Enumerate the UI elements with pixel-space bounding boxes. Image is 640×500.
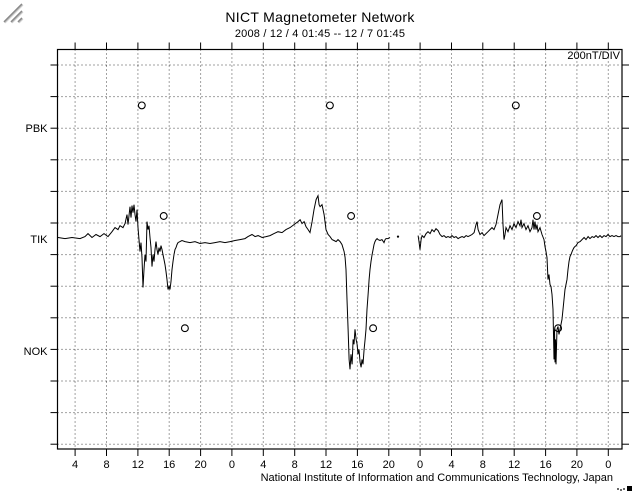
x-tick-label: 0 bbox=[229, 459, 235, 471]
x-tick-label: 8 bbox=[480, 459, 486, 471]
footer-artifact bbox=[617, 486, 632, 491]
magnetogram-trace bbox=[57, 193, 391, 370]
daily-circle-marker-nok bbox=[180, 324, 189, 333]
x-tick-label: 16 bbox=[351, 459, 363, 471]
x-tick-label: 0 bbox=[417, 459, 423, 471]
trace-isolated-point bbox=[396, 235, 400, 238]
x-tick-label: 4 bbox=[260, 459, 266, 471]
daily-circle-marker-tik bbox=[532, 212, 541, 220]
x-tick-label: 20 bbox=[383, 459, 395, 471]
footer-credit: National Institute of Information and Co… bbox=[260, 472, 613, 484]
x-tick-label: 20 bbox=[571, 459, 583, 471]
chart-title: NICT Magnetometer Network bbox=[225, 9, 415, 25]
daily-circle-marker-pbk bbox=[325, 101, 334, 110]
daily-circle-marker-nok bbox=[554, 324, 563, 333]
x-tick-label: 4 bbox=[72, 459, 78, 471]
x-tick-label: 16 bbox=[163, 459, 175, 471]
chart-subtitle: 2008 / 12 / 4 01:45 -- 12 / 7 01:45 bbox=[234, 28, 406, 40]
daily-circle-marker-pbk bbox=[511, 101, 520, 110]
x-tick-label: 8 bbox=[292, 459, 298, 471]
magnetogram-trace bbox=[417, 199, 622, 365]
daily-circle-marker-tik bbox=[347, 212, 356, 220]
resize-grip[interactable] bbox=[0, 0, 24, 24]
x-tick-label: 20 bbox=[194, 459, 206, 471]
x-tick-label: 12 bbox=[508, 459, 520, 471]
station-label-pbk: PBK bbox=[25, 123, 48, 135]
x-tick-label: 0 bbox=[605, 459, 611, 471]
station-label-tik: TIK bbox=[30, 234, 48, 246]
daily-circle-marker-tik bbox=[159, 212, 168, 220]
x-tick-label: 8 bbox=[103, 459, 109, 471]
plot-frame bbox=[56, 48, 623, 450]
x-tick-label: 12 bbox=[132, 459, 144, 471]
x-tick-label: 12 bbox=[320, 459, 332, 471]
daily-circle-marker-nok bbox=[369, 324, 378, 333]
daily-circle-marker-pbk bbox=[137, 101, 146, 110]
station-label-nok: NOK bbox=[24, 346, 49, 358]
x-tick-label: 4 bbox=[448, 459, 454, 471]
scale-label: 200nT/DIV bbox=[567, 50, 620, 62]
x-tick-label: 16 bbox=[539, 459, 551, 471]
